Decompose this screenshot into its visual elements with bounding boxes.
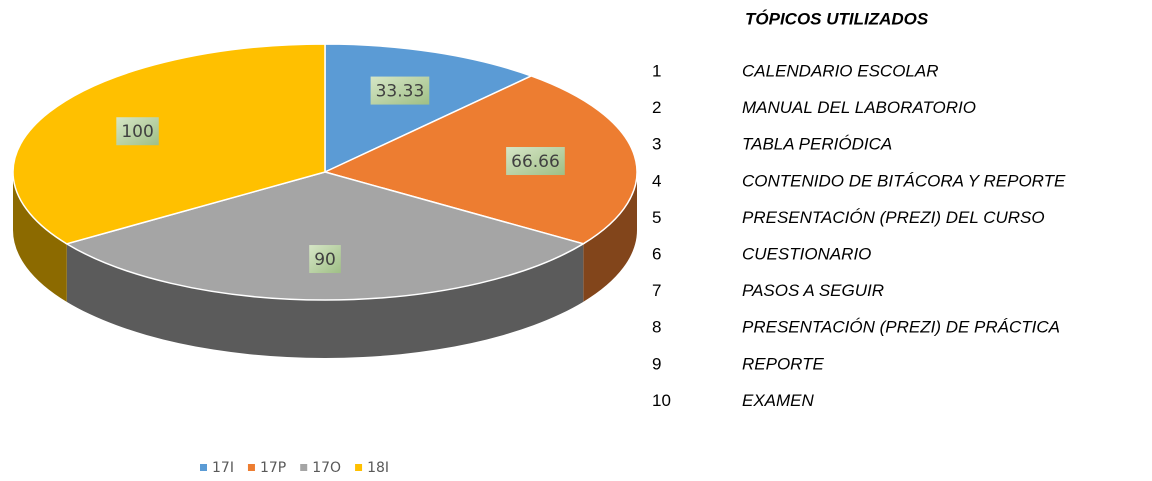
legend-label: 17P — [260, 460, 286, 476]
data-label-box — [309, 245, 341, 274]
legend-swatch — [300, 464, 308, 471]
topic-label: CALENDARIO ESCOLAR — [742, 61, 939, 80]
pie-slice — [324, 43, 534, 174]
legend-label: 17I — [212, 460, 234, 476]
legend-label: 17O — [312, 460, 341, 476]
topic-label: REPORTE — [742, 354, 825, 373]
legend-label: 18I — [367, 460, 389, 476]
topic-number: 9 — [652, 354, 661, 373]
topic-number: 3 — [652, 135, 661, 154]
data-label-text: 66.66 — [511, 152, 560, 172]
topic-label: CUESTIONARIO — [742, 244, 871, 263]
topic-label: CONTENIDO DE BITÁCORA Y REPORTE — [742, 171, 1066, 190]
topic-label: EXAMEN — [742, 391, 815, 410]
topic-number: 1 — [652, 61, 661, 80]
data-label-box — [116, 117, 159, 146]
data-label-text: 33.33 — [376, 82, 425, 102]
data-label: 66.66 — [506, 147, 565, 176]
data-label: 100 — [116, 117, 159, 146]
topic-number: 10 — [652, 391, 671, 410]
topic-number: 8 — [652, 318, 661, 337]
data-label-text: 90 — [314, 250, 336, 270]
topic-number: 5 — [652, 208, 661, 227]
legend-swatch — [200, 464, 207, 471]
legend-swatch — [355, 464, 363, 471]
legend-swatch — [247, 464, 255, 471]
topic-label: PRESENTACIÓN (PREZI) DEL CURSO — [742, 208, 1045, 227]
slice-side — [583, 172, 637, 302]
data-label-box — [506, 147, 565, 176]
topic-number: 6 — [652, 244, 661, 263]
data-label: 90 — [309, 245, 341, 274]
topic-label: MANUAL DEL LABORATORIO — [742, 98, 976, 117]
data-label: 33.33 — [370, 76, 430, 105]
pie-slice — [64, 171, 586, 301]
data-label-box — [370, 76, 430, 105]
topic-number: 4 — [652, 171, 661, 190]
topic-label: PASOS A SEGUIR — [742, 281, 884, 300]
topics-title: TÓPICOS UTILIZADOS — [745, 9, 929, 28]
topic-label: PRESENTACIÓN (PREZI) DE PRÁCTICA — [742, 318, 1060, 337]
slice-side — [66, 243, 584, 358]
topic-number: 2 — [652, 98, 661, 117]
topic-number: 7 — [652, 281, 661, 300]
pie-slice — [322, 75, 638, 245]
pie-slice — [12, 43, 326, 245]
topic-label: TABLA PERIÓDICA — [742, 135, 892, 154]
data-label-text: 100 — [121, 122, 153, 142]
slice-side — [13, 172, 67, 302]
